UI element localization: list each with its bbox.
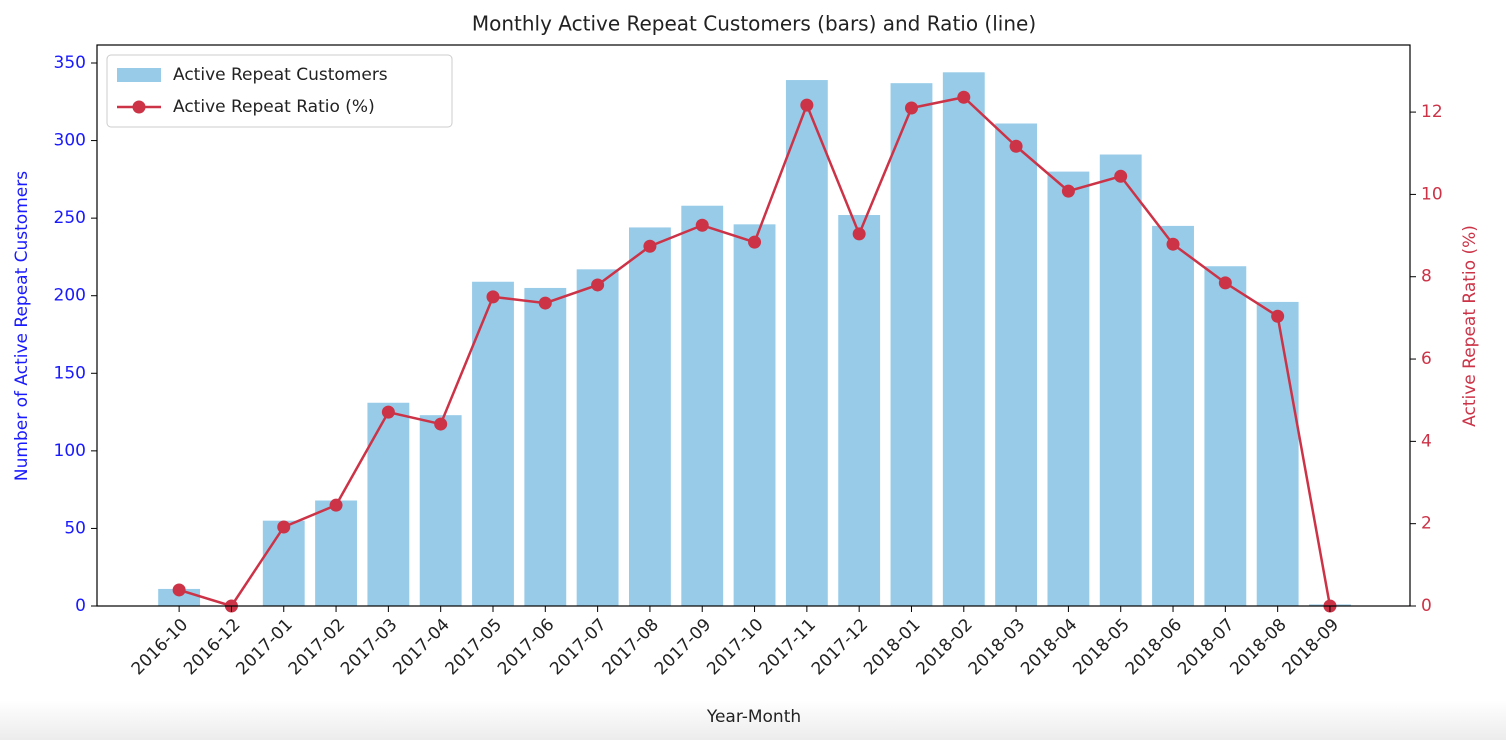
legend-label: Active Repeat Customers <box>173 65 388 85</box>
line-marker <box>1271 309 1285 323</box>
y2-tick-label: 12 <box>1421 102 1443 122</box>
x-tick-label: 2018-05 <box>1069 615 1133 679</box>
y2-axis-label: Active Repeat Ratio (%) <box>1460 225 1480 427</box>
legend-swatch-marker <box>132 100 146 114</box>
legend-swatch <box>117 68 161 82</box>
y-tick-label: 50 <box>64 518 86 538</box>
x-tick-label: 2018-01 <box>860 615 924 679</box>
x-tick-label: 2017-07 <box>546 615 610 679</box>
x-tick-label: 2017-10 <box>703 615 767 679</box>
x-tick-label: 2017-01 <box>232 615 296 679</box>
plot-frame <box>96 44 1411 607</box>
x-tick-label: 2017-08 <box>599 615 663 679</box>
y2-tick-label: 8 <box>1421 267 1432 287</box>
x-tick-label: 2018-08 <box>1226 615 1290 679</box>
bar <box>1047 171 1090 606</box>
line-marker <box>591 278 605 292</box>
x-tick-label: 2017-02 <box>285 615 349 679</box>
bar <box>785 80 828 606</box>
line-marker <box>381 405 395 419</box>
line-marker <box>1166 237 1180 251</box>
line-marker <box>486 290 500 304</box>
bar <box>419 415 462 606</box>
y-tick-label: 100 <box>54 441 86 461</box>
y2-tick-label: 6 <box>1421 349 1432 369</box>
line-marker <box>748 235 762 249</box>
line-marker <box>643 239 657 253</box>
line-marker <box>852 227 866 241</box>
bar <box>995 123 1038 607</box>
line-marker <box>277 520 291 534</box>
bar <box>942 72 985 607</box>
bottom-fade <box>0 700 1506 740</box>
line-marker <box>1218 276 1232 290</box>
bar <box>1099 154 1142 606</box>
line-marker <box>904 101 918 115</box>
x-tick-label: 2018-07 <box>1174 615 1238 679</box>
y-axis-label: Number of Active Repeat Customers <box>12 171 32 481</box>
x-tick-label: 2018-04 <box>1017 615 1081 679</box>
bar <box>262 520 305 606</box>
x-tick-label: 2017-06 <box>494 615 558 679</box>
bar <box>733 224 776 606</box>
line-marker <box>695 218 709 232</box>
x-tick-label: 2017-12 <box>808 615 872 679</box>
x-tick-label: 2016-12 <box>180 615 244 679</box>
x-tick-label: 2017-11 <box>756 615 820 679</box>
y-tick-label: 150 <box>54 363 86 383</box>
line-marker <box>329 498 343 512</box>
line-marker <box>1114 169 1128 183</box>
line-marker <box>172 583 186 597</box>
x-tick-label: 2016-10 <box>128 615 192 679</box>
x-tick-label: 2018-09 <box>1279 615 1343 679</box>
bar <box>524 287 567 606</box>
x-tick-label: 2018-06 <box>1122 615 1186 679</box>
y-tick-label: 300 <box>54 131 86 151</box>
bar <box>576 269 619 606</box>
x-tick-label: 2018-02 <box>912 615 976 679</box>
line-marker <box>957 90 971 104</box>
bar <box>367 402 410 606</box>
y2-tick-label: 10 <box>1421 184 1443 204</box>
bar <box>1152 225 1194 606</box>
line-marker <box>1009 139 1023 153</box>
y-tick-label: 250 <box>54 208 86 228</box>
legend-label: Active Repeat Ratio (%) <box>173 97 375 117</box>
legend-box <box>106 54 453 128</box>
bar <box>472 281 514 606</box>
y-tick-label: 0 <box>75 596 86 616</box>
x-tick-label: 2017-05 <box>442 615 506 679</box>
bar <box>1256 301 1299 606</box>
x-tick-label: 2018-03 <box>965 615 1029 679</box>
line-marker <box>1061 184 1075 198</box>
bar <box>890 83 933 606</box>
y2-tick-label: 0 <box>1421 596 1432 616</box>
line-marker <box>434 417 448 431</box>
chart-title: Monthly Active Repeat Customers (bars) a… <box>472 12 1036 36</box>
line-marker <box>800 98 814 112</box>
line-marker <box>538 296 552 310</box>
y2-tick-label: 2 <box>1421 514 1432 534</box>
x-tick-label: 2017-03 <box>337 615 401 679</box>
x-tick-label: 2017-09 <box>651 615 715 679</box>
bar <box>838 215 881 607</box>
y2-tick-label: 4 <box>1421 431 1432 451</box>
y-tick-label: 350 <box>54 53 86 73</box>
x-axis-label: Year-Month <box>706 707 801 727</box>
bar <box>629 227 671 607</box>
bar <box>681 205 724 606</box>
bar <box>315 500 357 606</box>
x-tick-label: 2017-04 <box>389 615 453 679</box>
bar <box>1204 266 1247 606</box>
y-tick-label: 200 <box>54 286 86 306</box>
